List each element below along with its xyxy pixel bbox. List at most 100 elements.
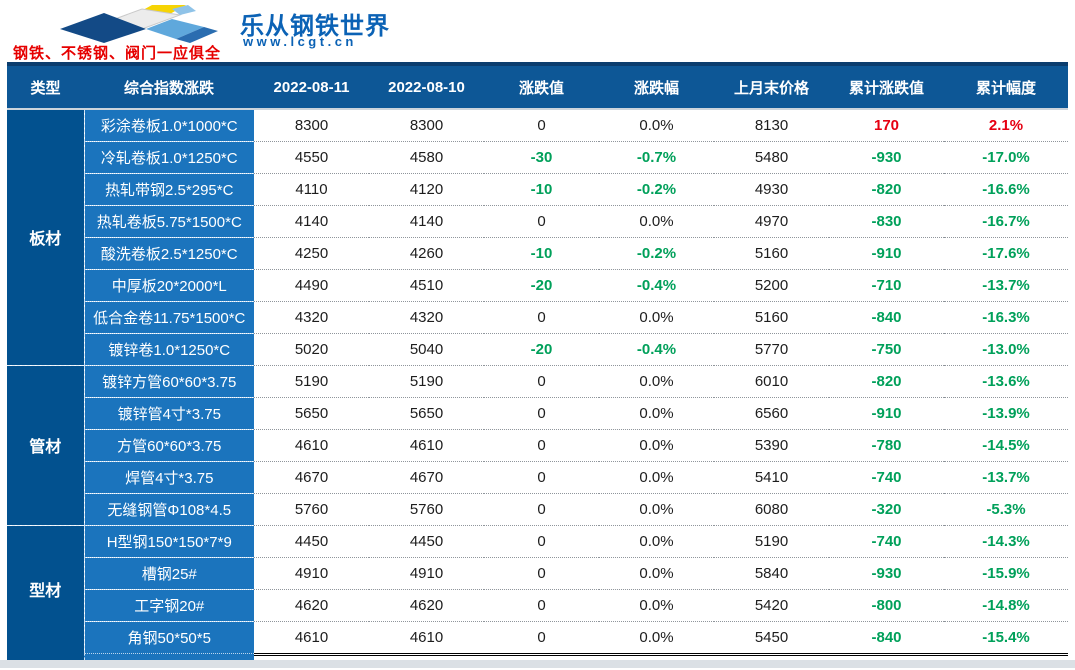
cum-change-value: -840 — [829, 300, 944, 333]
brand-tagline: 钢铁、不锈钢、阀门一应俱全 — [13, 45, 222, 62]
price-2022-08-11: 5190 — [254, 364, 369, 397]
steel-price-table: 类型 综合指数涨跌 2022-08-11 2022-08-10 涨跌值 涨跌幅 … — [7, 66, 1068, 653]
product-label: 焊管4寸*3.75 — [83, 460, 254, 493]
cum-change-value: -800 — [829, 588, 944, 621]
category-cell: 板材 — [7, 109, 84, 365]
price-2022-08-11: 5650 — [254, 396, 369, 429]
price-2022-08-10: 4580 — [369, 140, 484, 173]
partial-category-cell — [7, 653, 84, 660]
table-body: 板材 彩涂卷板1.0*1000*C 8300 8300 0 0.0% 8130 170 2.1%… — [7, 109, 1068, 653]
prev-month-price: 6080 — [714, 492, 829, 525]
prev-month-price: 5770 — [714, 332, 829, 365]
change-value: -10 — [484, 236, 599, 269]
price-2022-08-11: 4550 — [254, 140, 369, 173]
change-value: 0 — [484, 300, 599, 333]
price-2022-08-10: 5760 — [369, 492, 484, 525]
product-label: 热轧带钢2.5*295*C — [83, 172, 254, 205]
col-header-change: 涨跌值 — [484, 66, 599, 110]
price-2022-08-10: 4910 — [369, 556, 484, 589]
product-label: 低合金卷11.75*1500*C — [83, 300, 254, 333]
product-label: 工字钢20# — [83, 588, 254, 621]
price-2022-08-10: 4260 — [369, 236, 484, 269]
price-2022-08-10: 8300 — [409, 116, 444, 134]
price-2022-08-11: 5760 — [254, 492, 369, 525]
change-value: 0 — [484, 556, 599, 589]
change-value: 0 — [484, 364, 599, 397]
cum-change-value: -820 — [829, 172, 944, 205]
prev-month-price: 5190 — [714, 524, 829, 557]
change-value: 0 — [484, 460, 599, 493]
col-header-date1: 2022-08-11 — [254, 66, 369, 110]
next-row-partial — [7, 653, 1068, 660]
product-label: 热轧卷板5.75*1500*C — [83, 204, 254, 237]
table-row: 低合金卷11.75*1500*C 4320 4320 0 0.0% 5160 -840 -16… — [7, 300, 1068, 333]
price-2022-08-10: 4610 — [369, 620, 484, 653]
brand-logo-icon — [52, 2, 232, 51]
cum-change-percent: -17.6% — [944, 236, 1068, 269]
change-value: 0 — [484, 428, 599, 461]
change-value: 0 — [537, 116, 546, 134]
price-2022-08-10: 5040 — [369, 332, 484, 365]
brand-url[interactable]: www.lcgt.cn — [243, 34, 357, 49]
change-value: 0 — [484, 620, 599, 653]
table-row: 方管60*60*3.75 4610 4610 0 0.0% 5390 -780 -14.5% — [7, 428, 1068, 461]
table-row: 管材 镀锌方管60*60*3.75 5190 5190 0 0.0% 6010 -820 -13… — [7, 364, 1068, 525]
table-row: 酸洗卷板2.5*1250*C 4250 4260 -10 -0.2% 5160 -910 -1… — [7, 236, 1068, 269]
cum-change-percent: 2.1% — [988, 116, 1024, 134]
change-value: 0 — [484, 492, 599, 525]
product-label: 中厚板20*2000*L — [83, 268, 254, 301]
table-bottom-border — [254, 653, 1068, 660]
col-header-type: 类型 — [7, 66, 84, 110]
price-2022-08-11: 4490 — [254, 268, 369, 301]
prev-month-price: 6560 — [714, 396, 829, 429]
category-cell: 型材 — [7, 524, 84, 653]
table-row: 工字钢20# 4620 4620 0 0.0% 5420 -800 -14.8% — [7, 588, 1068, 621]
cum-change-value: -910 — [829, 236, 944, 269]
price-2022-08-11: 4670 — [254, 460, 369, 493]
price-2022-08-10: 4140 — [369, 204, 484, 237]
price-2022-08-10: 4610 — [369, 428, 484, 461]
cum-change-percent: -16.6% — [944, 172, 1068, 205]
cum-change-percent: -14.3% — [944, 524, 1068, 557]
change-percent: 0.0% — [639, 116, 674, 134]
change-percent: 0.0% — [599, 492, 714, 525]
cum-change-value: -750 — [829, 332, 944, 365]
col-header-index: 综合指数涨跌 — [84, 66, 254, 110]
cum-change-percent: -13.7% — [944, 460, 1068, 493]
change-value: 0 — [484, 588, 599, 621]
change-value: 0 — [484, 204, 599, 237]
cum-change-percent: -14.8% — [944, 588, 1068, 621]
change-percent: 0.0% — [599, 300, 714, 333]
change-percent: 0.0% — [599, 428, 714, 461]
table-row: 角钢50*50*5 4610 4610 0 0.0% 5450 -840 -15.4% — [7, 620, 1068, 653]
change-value: -30 — [484, 140, 599, 173]
prev-month-price: 5420 — [714, 588, 829, 621]
price-2022-08-11: 4620 — [254, 588, 369, 621]
table-top-rule — [7, 62, 1068, 66]
category-cell: 管材 — [7, 364, 84, 525]
price-2022-08-11: 4250 — [254, 236, 369, 269]
prev-month-price: 5200 — [714, 268, 829, 301]
change-percent: -0.4% — [599, 268, 714, 301]
cum-change-value: -910 — [829, 396, 944, 429]
col-header-date2: 2022-08-10 — [369, 66, 484, 110]
cum-change-percent: -16.3% — [944, 300, 1068, 333]
col-header-cum-pct: 累计幅度 — [944, 66, 1068, 110]
product-label: 方管60*60*3.75 — [83, 428, 254, 461]
change-percent: 0.0% — [599, 364, 714, 397]
cum-change-value: -930 — [829, 140, 944, 173]
prev-month-price: 4930 — [714, 172, 829, 205]
prev-month-price: 5160 — [714, 300, 829, 333]
price-2022-08-11: 4320 — [254, 300, 369, 333]
prev-month-price: 5160 — [714, 236, 829, 269]
table-row: 槽钢25# 4910 4910 0 0.0% 5840 -930 -15.9% — [7, 556, 1068, 589]
brand-name: 乐从钢铁世界 — [240, 13, 390, 40]
prev-month-price: 8130 — [754, 116, 789, 134]
table-row: 型材 H型钢150*150*7*9 4450 4450 0 0.0% 5190 -740 -14… — [7, 524, 1068, 653]
partial-label-cell — [84, 653, 254, 660]
cum-change-percent: -5.3% — [944, 492, 1068, 525]
change-value: 0 — [484, 524, 599, 557]
change-percent: -0.2% — [599, 236, 714, 269]
cum-change-value: -740 — [829, 524, 944, 557]
